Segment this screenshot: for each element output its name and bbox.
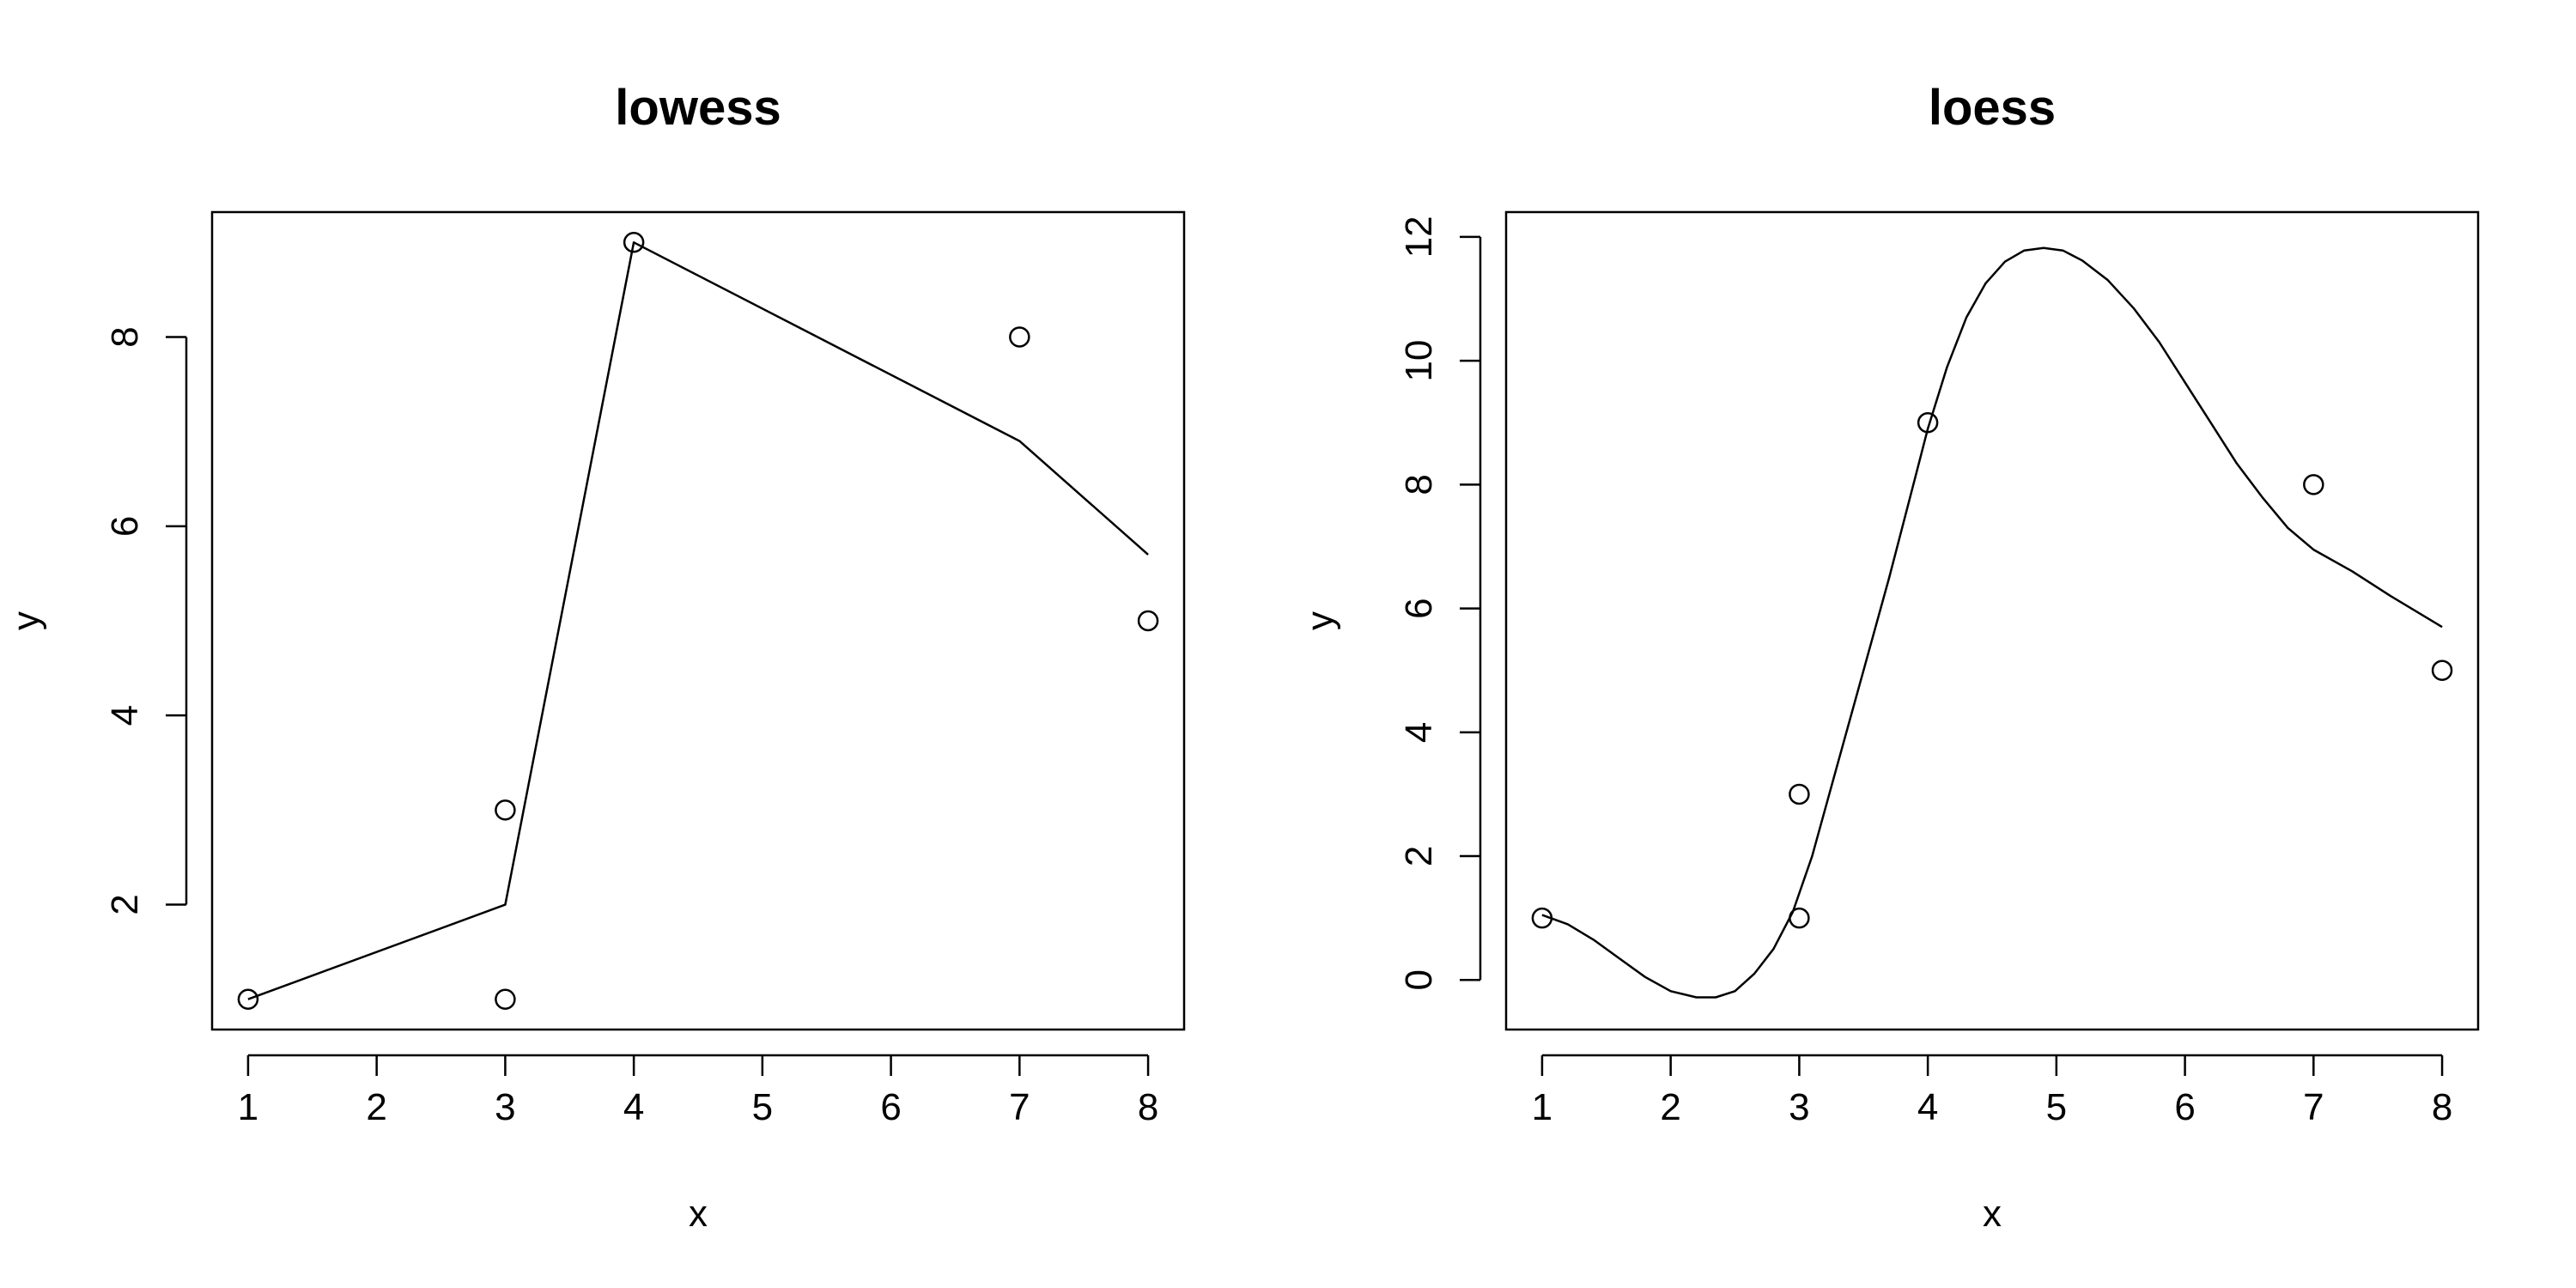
x-tick-label: 3 xyxy=(1789,1086,1809,1128)
data-point xyxy=(1009,326,1030,348)
data-point xyxy=(495,988,516,1010)
y-tick-label: 6 xyxy=(104,516,146,537)
x-tick-label: 8 xyxy=(2432,1086,2452,1128)
x-tick-label: 7 xyxy=(1009,1086,1030,1128)
y-tick-label: 10 xyxy=(1398,340,1440,382)
x-tick-label: 6 xyxy=(880,1086,901,1128)
data-point xyxy=(1789,907,1810,929)
y-tick-label: 4 xyxy=(1398,722,1440,743)
x-tick-label: 1 xyxy=(238,1086,258,1128)
x-axis-label: x xyxy=(1983,1193,2002,1235)
x-tick-label: 8 xyxy=(1138,1086,1158,1128)
y-tick-label: 2 xyxy=(1398,846,1440,866)
panel-lowess: lowess 1 2 3 4 5 6 7 8 2 4 6 8 x y xyxy=(5,80,1186,1235)
y-axis-label: y xyxy=(1299,611,1341,630)
data-point xyxy=(2431,659,2453,681)
x-tick-label: 2 xyxy=(1660,1086,1680,1128)
data-point xyxy=(495,799,516,821)
y-axis: 2 4 6 8 xyxy=(104,326,188,915)
y-tick-label: 6 xyxy=(1398,598,1440,618)
plot-frame xyxy=(1504,210,2480,1031)
x-tick-label: 4 xyxy=(1917,1086,1938,1128)
data-point xyxy=(2303,474,2324,495)
y-tick-label: 4 xyxy=(104,705,146,726)
x-tick-label: 2 xyxy=(366,1086,386,1128)
x-tick-label: 4 xyxy=(623,1086,644,1128)
x-tick-label: 5 xyxy=(752,1086,773,1128)
x-axis: 1 2 3 4 5 6 7 8 xyxy=(1532,1054,2452,1128)
x-tick-label: 6 xyxy=(2174,1086,2195,1128)
x-axis: 1 2 3 4 5 6 7 8 xyxy=(238,1054,1158,1128)
x-axis-label: x xyxy=(689,1193,708,1235)
y-axis: 0 2 4 6 8 10 12 xyxy=(1398,216,1482,991)
data-point xyxy=(623,232,645,253)
data-point xyxy=(1137,610,1159,632)
data-point xyxy=(237,988,259,1010)
plot-frame xyxy=(210,210,1186,1031)
x-tick-label: 3 xyxy=(495,1086,515,1128)
y-tick-label: 8 xyxy=(104,326,146,347)
y-axis-label: y xyxy=(5,611,47,630)
y-tick-label: 0 xyxy=(1398,969,1440,990)
x-tick-label: 5 xyxy=(2046,1086,2067,1128)
y-tick-label: 8 xyxy=(1398,474,1440,495)
x-tick-label: 1 xyxy=(1532,1086,1552,1128)
data-point xyxy=(1789,783,1810,805)
x-tick-label: 7 xyxy=(2303,1086,2324,1128)
chart-title: lowess xyxy=(615,80,781,136)
data-point xyxy=(1531,907,1553,929)
smooth-curve xyxy=(247,241,1149,1000)
smooth-curve xyxy=(1541,246,2443,999)
y-tick-label: 12 xyxy=(1398,216,1440,258)
y-tick-label: 2 xyxy=(104,894,146,914)
data-point xyxy=(1917,411,1939,434)
chart-title: loess xyxy=(1929,80,2056,136)
